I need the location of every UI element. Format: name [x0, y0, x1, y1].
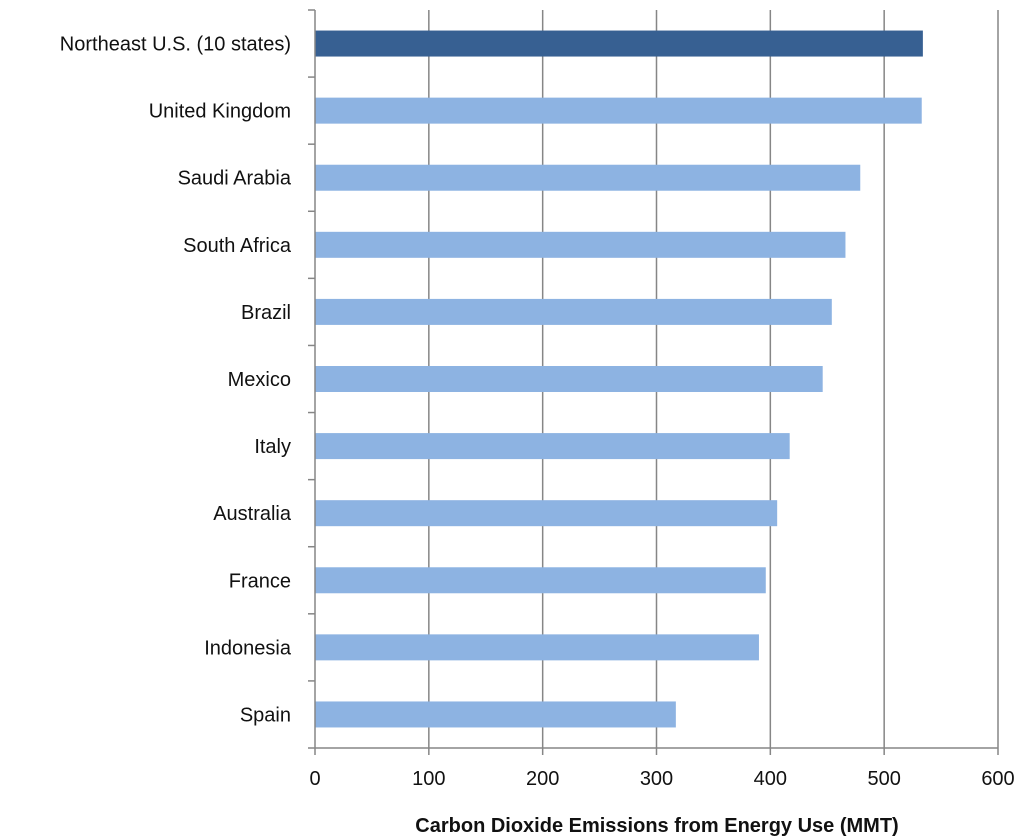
- category-label: Australia: [213, 503, 292, 525]
- bar-6: [315, 433, 790, 460]
- category-label: South Africa: [183, 235, 292, 257]
- bars: [315, 30, 923, 728]
- bar-4: [315, 298, 832, 325]
- bar-9: [315, 634, 759, 661]
- bar-2: [315, 164, 861, 191]
- category-label: France: [229, 570, 291, 592]
- category-label: United Kingdom: [149, 101, 291, 123]
- x-axis-title: Carbon Dioxide Emissions from Energy Use…: [415, 815, 898, 837]
- bar-1: [315, 97, 922, 124]
- bar-5: [315, 366, 823, 392]
- x-tick-label: 100: [412, 768, 445, 790]
- x-tick-label: 200: [526, 768, 559, 790]
- category-label: Saudi Arabia: [178, 168, 292, 190]
- category-label: Mexico: [228, 369, 291, 391]
- x-tick-label: 300: [640, 768, 673, 790]
- bar-3: [315, 231, 846, 258]
- x-tick-label: 600: [981, 768, 1014, 790]
- category-label: Indonesia: [204, 637, 292, 659]
- bar-0: [315, 30, 923, 57]
- category-label: Northeast U.S. (10 states): [60, 34, 291, 56]
- bar-7: [315, 500, 778, 527]
- labels: 0 100 200 300 400 500 600 Northeast U.S. (10 st…: [60, 34, 1015, 790]
- category-label: Brazil: [241, 302, 291, 324]
- x-tick-label: 400: [754, 768, 787, 790]
- x-tick-label: 0: [309, 768, 320, 790]
- bar-8: [315, 567, 766, 594]
- axes: [308, 9, 999, 755]
- category-label: Spain: [240, 704, 291, 726]
- category-label: Italy: [254, 436, 291, 458]
- bar-10: [315, 701, 676, 728]
- x-tick-label: 500: [867, 768, 900, 790]
